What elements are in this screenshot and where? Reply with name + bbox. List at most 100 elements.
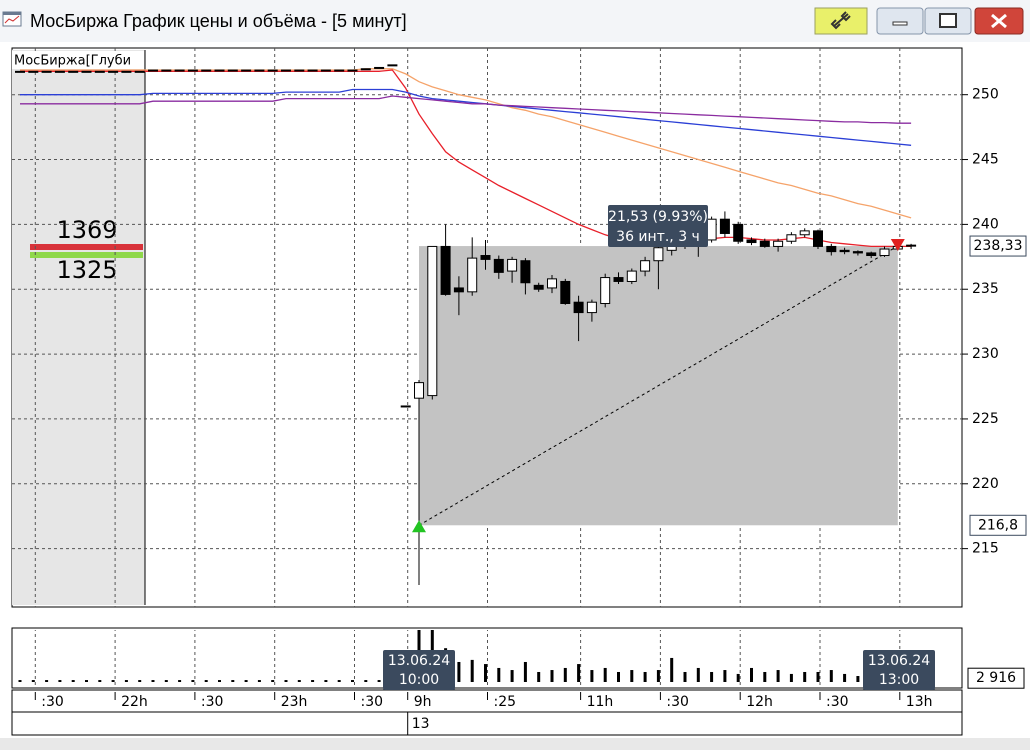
candle-body <box>813 230 823 247</box>
volume-bar <box>829 670 833 682</box>
candle-body <box>241 69 252 72</box>
volume-bar <box>843 673 847 682</box>
depth-panel <box>12 50 145 605</box>
candle-body <box>786 234 797 242</box>
candle-body <box>733 223 744 242</box>
candle-body <box>653 247 664 262</box>
candle-body <box>121 70 132 73</box>
candle-body <box>148 69 158 72</box>
candle-body <box>626 270 637 282</box>
x-tick-label: 11h <box>587 694 614 710</box>
y-tick-label: 220 <box>972 476 999 492</box>
candle-body <box>347 69 358 72</box>
volume-bar <box>85 680 88 682</box>
volume-bar <box>31 680 35 682</box>
volume-bar <box>656 670 660 682</box>
volume-bar <box>244 680 248 682</box>
candle-body <box>759 240 770 247</box>
volume-bar <box>723 670 727 682</box>
candle-body <box>520 260 531 284</box>
window-title: МосБиржа График цены и объёма - [5 минут… <box>30 11 407 31</box>
scrollbar[interactable] <box>0 738 1030 750</box>
y-tick-label: 250 <box>972 87 999 103</box>
volume-bar <box>710 671 714 682</box>
candle-body <box>374 66 385 69</box>
start-date: 13.06.24 <box>388 653 450 669</box>
volume-bar <box>337 680 341 682</box>
high-marker <box>890 239 905 252</box>
x-tick-label: :30 <box>826 694 849 710</box>
candle-body <box>573 301 584 314</box>
volume-bar <box>696 667 700 682</box>
volume-tick-box <box>967 667 1025 689</box>
ma-line <box>20 88 912 146</box>
x-tick-label: :30 <box>666 694 689 710</box>
candle-body <box>334 69 345 72</box>
candle-body <box>719 218 730 234</box>
axis-layer: 215 220 225 230 235 240 245 250:30 22h:30 23h:30 9… <box>34 87 1027 735</box>
x-tick-label: :25 <box>494 694 517 710</box>
candle-body <box>360 68 371 71</box>
candle-body <box>400 405 411 408</box>
volume-bar <box>457 661 461 682</box>
volume-bar <box>617 671 620 682</box>
ma-line <box>20 95 912 124</box>
candle-body <box>41 70 52 73</box>
volume-tick-label: 2 916 <box>976 670 1016 686</box>
measure-line <box>418 245 899 526</box>
minimize-icon <box>892 21 908 26</box>
measure-change: 21,53 (9.93%) <box>608 209 708 225</box>
candle-body <box>227 69 238 72</box>
candle-body <box>161 69 172 72</box>
volume-bar <box>563 667 567 682</box>
candle-body <box>586 301 597 314</box>
candle-body <box>281 69 291 72</box>
y-tick-label: 225 <box>972 411 999 427</box>
volume-bar <box>311 680 315 682</box>
candle-body <box>414 382 424 399</box>
candle-body <box>493 258 504 273</box>
candle-body <box>746 239 757 244</box>
volume-bar <box>590 670 594 682</box>
end-time: 13:00 <box>879 672 919 688</box>
volume-bar <box>284 680 288 682</box>
volume-bar <box>497 667 501 682</box>
candle-body <box>254 69 265 72</box>
maximize-icon <box>939 13 957 28</box>
candle-body <box>852 251 863 254</box>
candle-body <box>81 70 92 73</box>
x-tick-label: 12h <box>746 694 773 710</box>
candle-body <box>320 69 331 72</box>
volume-bar <box>178 680 182 682</box>
candle-body <box>307 69 318 72</box>
volume-bar <box>470 659 474 682</box>
volume-bar <box>191 680 195 682</box>
ask-bar <box>30 244 143 250</box>
end-date: 13.06.24 <box>868 653 930 669</box>
candle-body <box>600 277 611 305</box>
volume-bar <box>816 671 820 682</box>
volume-bar <box>257 680 261 682</box>
volume-bar <box>124 680 128 682</box>
volume-bar <box>58 680 62 682</box>
volume-bar <box>683 671 687 682</box>
volume-bar <box>218 680 221 682</box>
x-tick-label: :30 <box>41 694 64 710</box>
volume-bar <box>164 680 168 682</box>
volume-bar <box>231 680 235 682</box>
candle-body <box>467 257 478 293</box>
price-marker-box <box>969 514 1027 536</box>
end-date-box <box>863 650 935 690</box>
link-button[interactable] <box>814 7 868 35</box>
volume-bar <box>71 680 75 682</box>
link-icon <box>830 11 851 30</box>
volume-bar <box>670 657 674 682</box>
volume-bar <box>510 670 514 682</box>
candle-body <box>68 70 79 73</box>
depth-ask: 1369 <box>56 216 117 244</box>
candle-body <box>839 249 850 253</box>
candle-body <box>15 70 25 73</box>
volume-bar <box>750 667 753 682</box>
minimize-button[interactable] <box>876 7 924 35</box>
candle-body <box>294 69 305 72</box>
